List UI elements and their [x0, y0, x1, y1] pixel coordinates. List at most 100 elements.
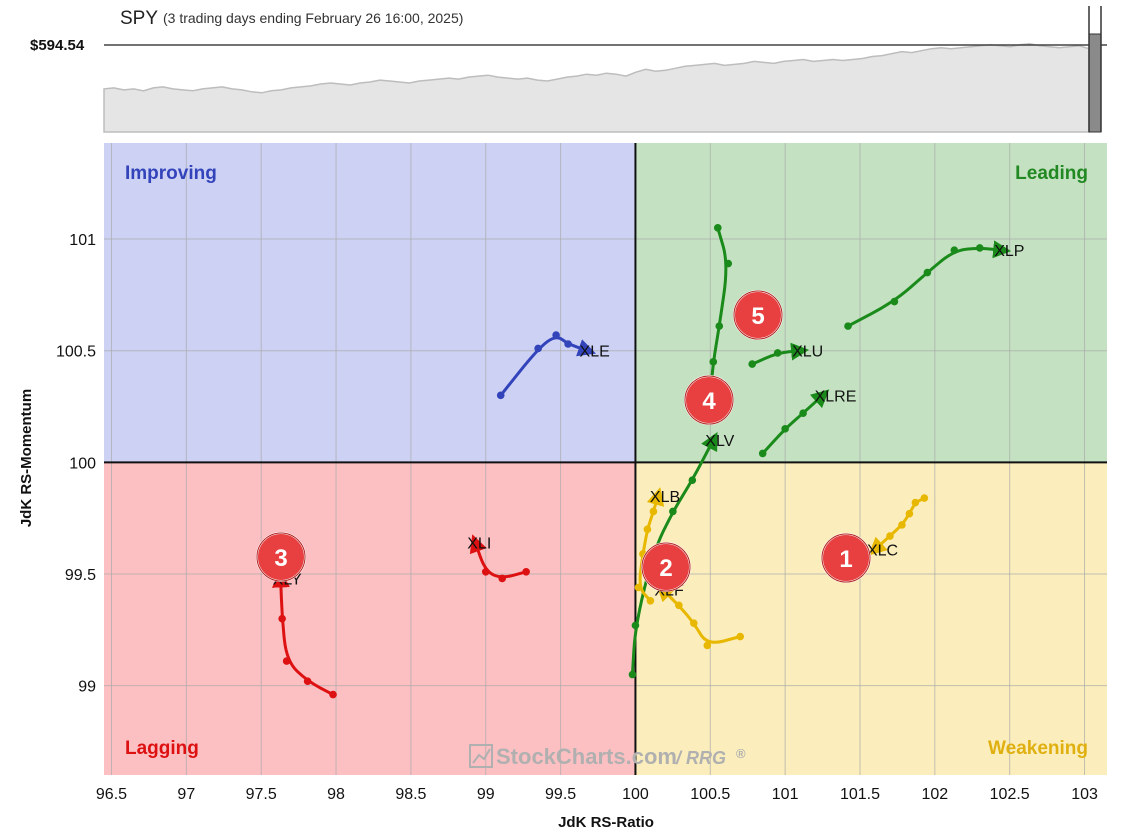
quadrant-label-weakening: Weakening — [988, 738, 1088, 759]
tail-point-xlu — [773, 349, 782, 357]
quadrant-lagging — [104, 462, 636, 775]
tail-line-xlk — [702, 227, 728, 405]
grid-lines — [104, 143, 1107, 775]
watermark-mark: ® — [736, 746, 746, 761]
spy-price-area — [103, 43, 1090, 133]
x-tick-label: 103 — [1071, 786, 1098, 803]
tail-point-xli — [522, 567, 530, 576]
x-tick-label: 99.5 — [545, 786, 576, 803]
period-subtitle: (3 trading days ending February 26 16:00… — [163, 10, 463, 26]
center-axes — [104, 143, 1107, 775]
quadrant-label-improving: Improving — [125, 163, 217, 184]
tail-xlu[interactable]: XLU — [748, 342, 823, 368]
tail-point-xlp — [950, 246, 959, 254]
tail-point-xlk — [715, 322, 724, 330]
badge-3: 3 — [256, 532, 306, 582]
x-tick-label: 101.5 — [840, 786, 880, 803]
tail-point-xlc — [898, 521, 906, 529]
tail-point-xlp — [844, 322, 852, 330]
x-tick-label: 97.5 — [246, 786, 277, 803]
tail-point-xlre — [758, 449, 767, 458]
tail-point-xlb — [634, 583, 643, 592]
svg-text:1: 1 — [839, 546, 852, 573]
tail-point-xlk — [724, 259, 733, 268]
x-tick-label: 98 — [327, 786, 345, 803]
tail-label-xlc: XLC — [867, 542, 898, 559]
x-tick-label: 101 — [772, 786, 799, 803]
y-tick-label: 100.5 — [56, 344, 96, 361]
tail-point-xly — [282, 657, 291, 665]
quadrant-weakening — [635, 462, 1107, 775]
tail-point-xlb — [646, 597, 655, 605]
tail-xle[interactable]: XLE — [496, 331, 610, 400]
x-axis-ticks: 96.5 97 97.5 98 98.5 99 99.5 100 100.5 101 101.5 10… — [96, 786, 1098, 803]
tail-xlc[interactable]: XLC — [867, 494, 929, 559]
tail-point-xle — [552, 331, 560, 339]
tail-label-xlb: XLB — [650, 489, 680, 506]
tail-point-xlb — [643, 525, 652, 534]
x-tick-label: 97 — [177, 786, 195, 803]
tail-point-xlre — [799, 409, 807, 418]
tail-label-xlre: XLRE — [815, 388, 857, 405]
tail-point-xle — [564, 340, 572, 348]
tail-point-xlu — [748, 360, 757, 368]
y-axis-label: JdK RS-Momentum — [18, 389, 35, 527]
tail-label-xli: XLI — [467, 536, 491, 553]
tail-point-xlb — [649, 507, 658, 516]
tail-point-xlc — [911, 498, 920, 507]
tail-point-xlc — [920, 494, 929, 502]
period-highlight[interactable] — [1088, 33, 1102, 133]
tail-point-xly — [303, 677, 312, 686]
tail-xlp[interactable]: XLP — [844, 240, 1024, 330]
price-panel: SPY (3 trading days ending February 26 1… — [30, 6, 1107, 133]
quadrant-label-leading: Leading — [1015, 163, 1088, 184]
tail-point-xly — [278, 614, 286, 623]
watermark-logo-line — [472, 748, 491, 764]
tail-point-xlf — [675, 601, 683, 610]
y-tick-label: 100 — [69, 455, 96, 472]
watermark-brand: StockCharts.com — [496, 744, 677, 769]
x-tick-label: 102.5 — [990, 786, 1030, 803]
x-tick-label: 96.5 — [96, 786, 127, 803]
tail-point-xlv — [631, 621, 640, 630]
y-tick-label: 99 — [78, 679, 96, 696]
svg-text:5: 5 — [751, 303, 764, 330]
x-axis-label: JdK RS-Ratio — [558, 814, 654, 831]
tail-point-xlf — [690, 619, 698, 627]
tail-point-xli — [498, 574, 507, 583]
tail-point-xlf — [736, 632, 745, 641]
badge-1: 1 — [821, 533, 871, 583]
tail-label-xlv: XLV — [705, 433, 734, 450]
badge-5: 5 — [733, 290, 783, 340]
tail-point-xlk — [713, 224, 722, 232]
tail-point-xlv — [688, 476, 697, 485]
badge-4: 4 — [684, 375, 734, 425]
tail-point-xli — [481, 567, 490, 576]
y-axis-ticks: 99 99.5 100 100.5 101 — [56, 232, 96, 696]
numbered-badges: 1 2 3 4 5 — [256, 290, 871, 592]
y-tick-label: 99.5 — [65, 567, 96, 584]
svg-text:4: 4 — [702, 388, 716, 415]
tail-point-xlk — [709, 358, 718, 366]
tail-point-xlre — [781, 425, 789, 433]
tail-point-xle — [534, 344, 542, 353]
tail-point-xle — [496, 391, 505, 400]
svg-text:3: 3 — [274, 545, 287, 572]
tail-point-xlp — [923, 268, 932, 277]
tail-point-xlp — [890, 297, 899, 306]
tail-line-xly — [271, 569, 334, 696]
badge-2: 2 — [641, 542, 691, 592]
tail-label-xlp: XLP — [994, 243, 1024, 260]
watermark-suffix: / RRG — [675, 748, 726, 768]
watermark: StockCharts.com / RRG ® — [469, 744, 746, 769]
quadrant-label-lagging: Lagging — [125, 738, 199, 759]
tail-xlre[interactable]: XLRE — [758, 388, 857, 458]
symbol-label: SPY — [120, 8, 158, 29]
tail-point-xlc — [905, 509, 914, 518]
tail-point-xlv — [669, 507, 677, 516]
x-tick-label: 100.5 — [690, 786, 730, 803]
tail-xli[interactable]: XLI — [467, 534, 530, 583]
x-tick-label: 98.5 — [395, 786, 426, 803]
x-tick-label: 102 — [921, 786, 948, 803]
tail-label-xlu: XLU — [792, 344, 823, 361]
